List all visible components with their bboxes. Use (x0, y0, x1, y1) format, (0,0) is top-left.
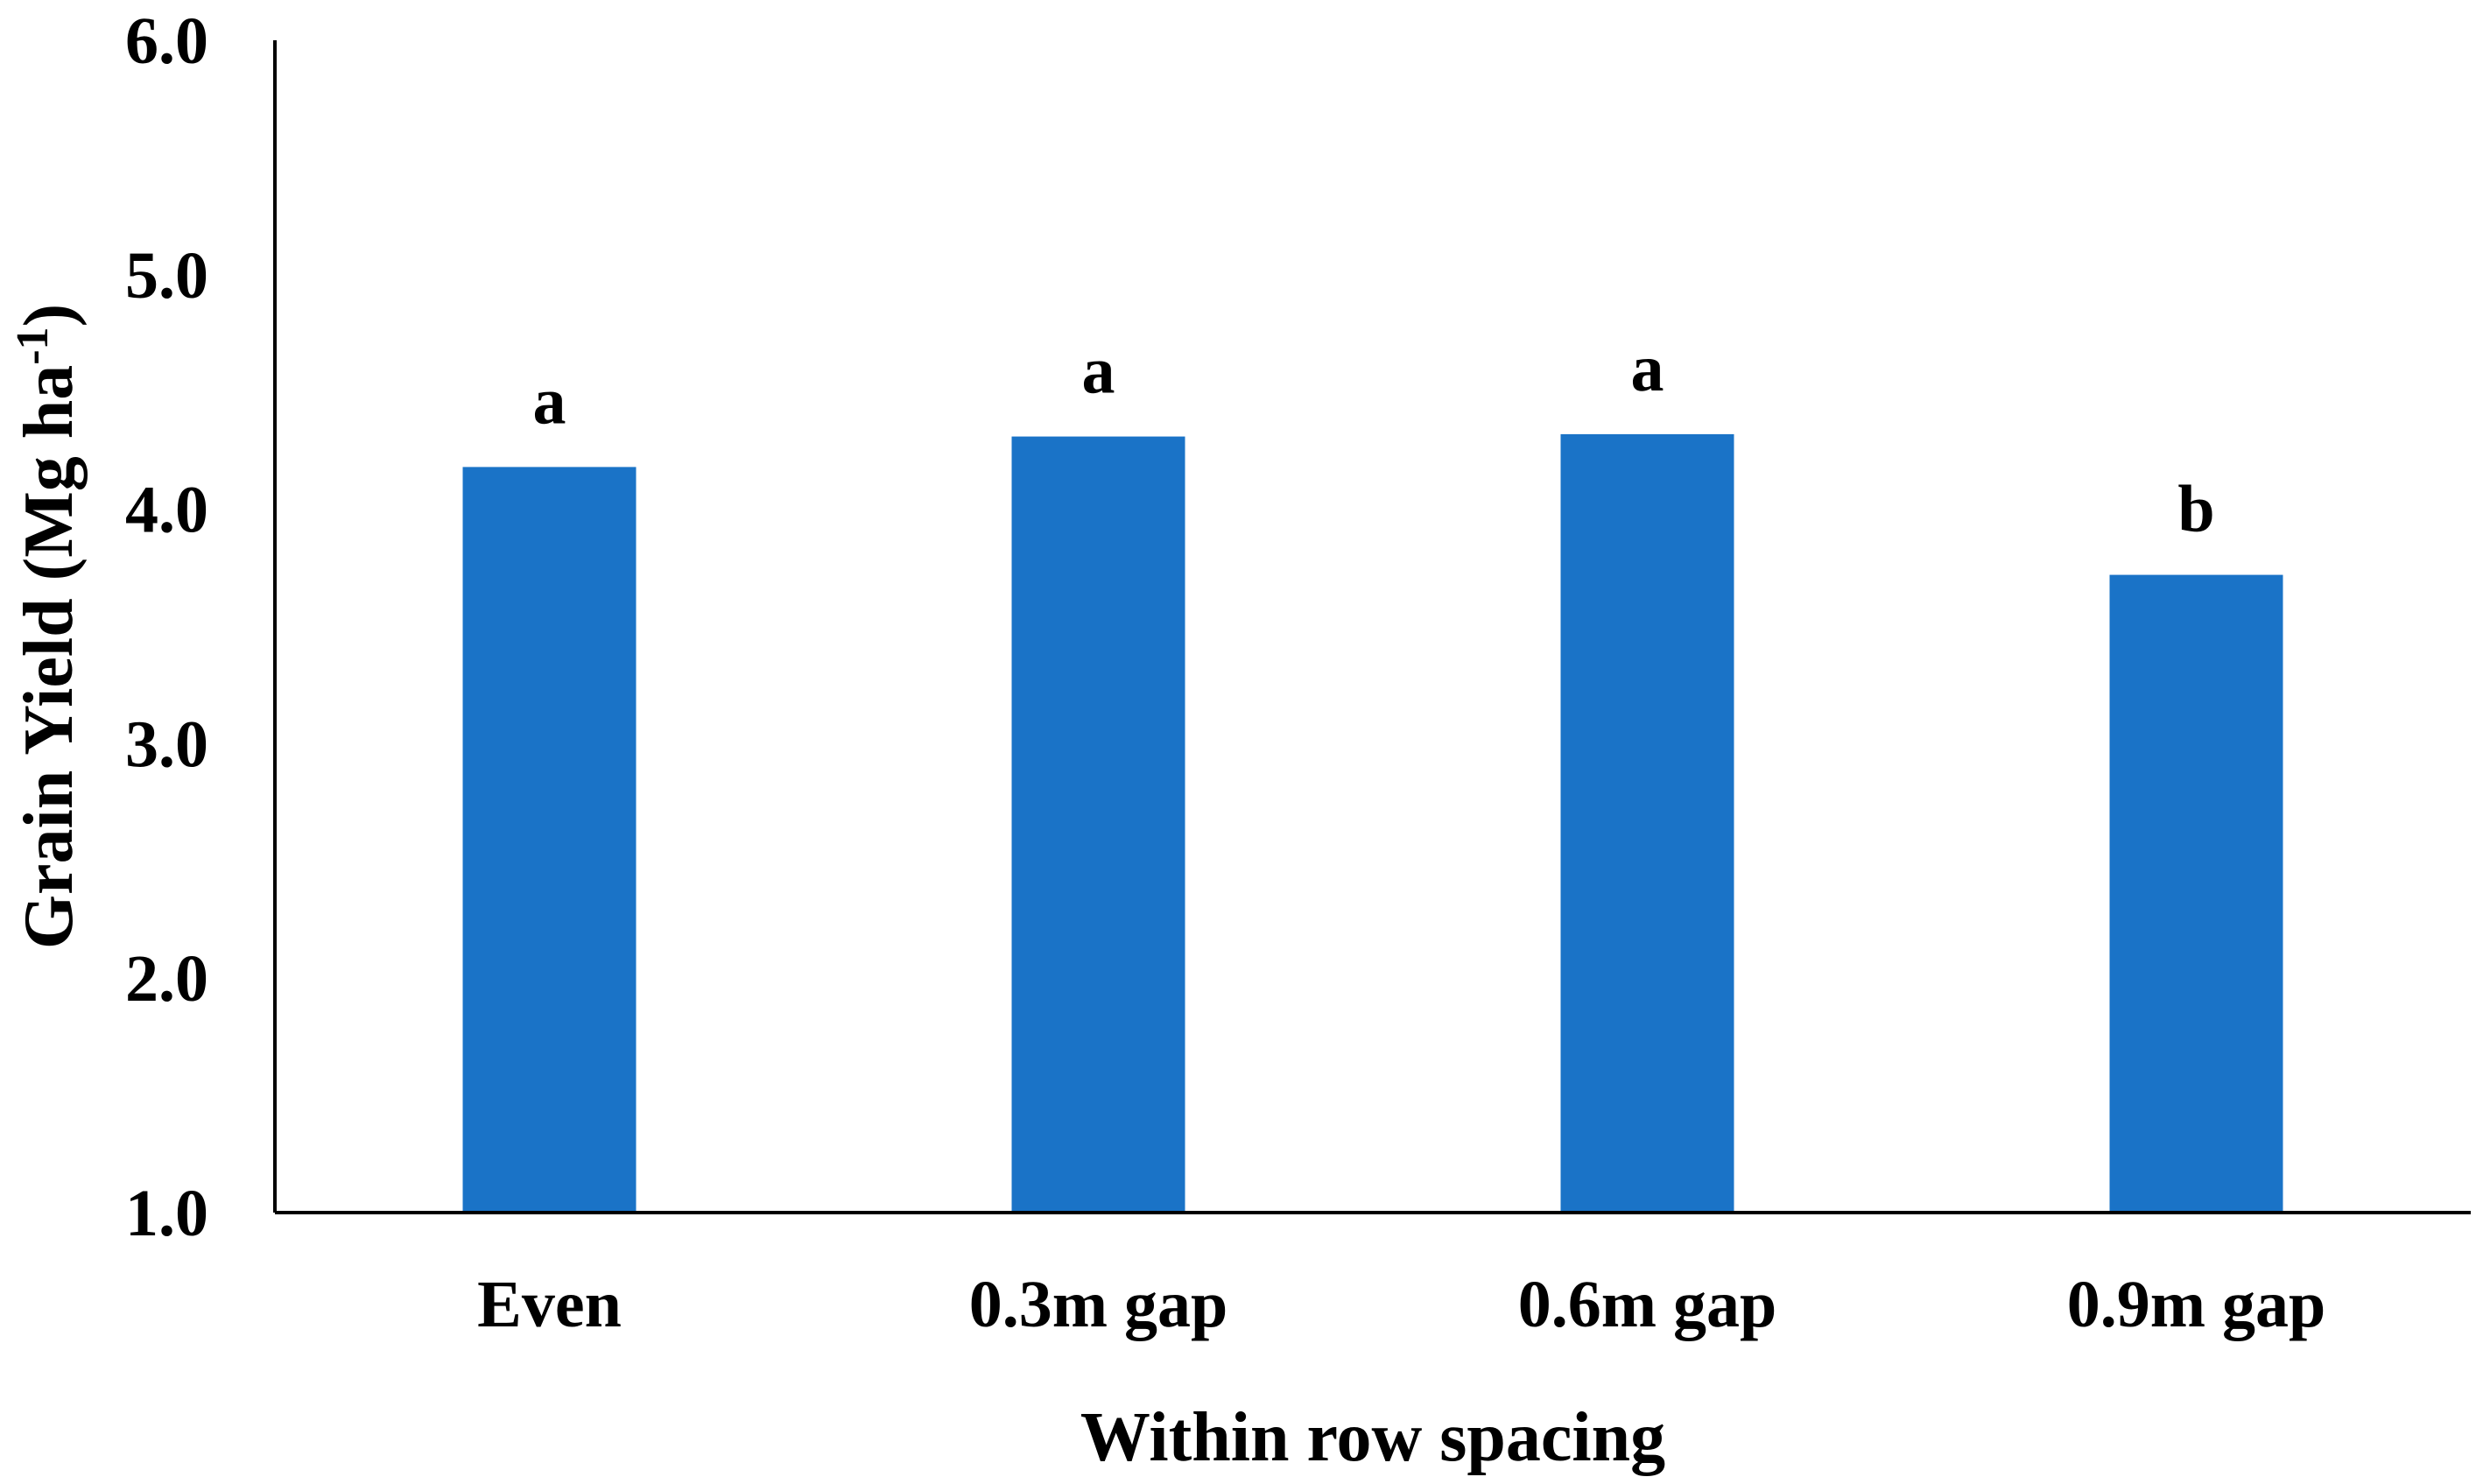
plot-area: 1.0 2.0 3.0 4.0 5.0 6.0 a a a b Even 0.3m gap 0.6m… (125, 4, 2471, 1341)
y-axis-title-main: Grain Yield (Mg ha (11, 365, 88, 949)
y-tick-label: 3.0 (125, 707, 208, 781)
bar (2109, 574, 2283, 1213)
y-tick-label: 5.0 (125, 239, 208, 313)
bar (462, 467, 637, 1213)
significance-letter: a (1082, 334, 1115, 408)
x-axis-title: Within row spacing (1080, 1399, 1665, 1476)
bar (1560, 433, 1734, 1213)
y-tick-label: 4.0 (125, 474, 208, 547)
y-tick-label: 2.0 (125, 942, 208, 1016)
x-category-label: 0.3m gap (969, 1268, 1228, 1341)
y-tick-label: 6.0 (125, 4, 208, 78)
x-category-label: Even (477, 1268, 622, 1341)
y-axis-title-superscript: -1 (8, 327, 58, 364)
x-category-label: 0.6m gap (1518, 1268, 1777, 1341)
significance-letter: a (1631, 332, 1664, 405)
significance-letter: a (533, 364, 566, 438)
y-tick-label: 1.0 (125, 1177, 208, 1250)
bar (1011, 436, 1185, 1213)
y-axis-title-close: ) (11, 304, 88, 327)
y-axis-ticks: 1.0 2.0 3.0 4.0 5.0 6.0 (125, 4, 208, 1250)
x-category-label: 0.9m gap (2067, 1268, 2326, 1341)
significance-labels: a a a b (533, 332, 2215, 546)
significance-letter: b (2177, 473, 2214, 546)
x-axis-categories: Even 0.3m gap 0.6m gap 0.9m gap (477, 1268, 2325, 1341)
bars (462, 433, 2283, 1213)
y-axis-title: Grain Yield (Mg ha-1) (8, 304, 88, 949)
